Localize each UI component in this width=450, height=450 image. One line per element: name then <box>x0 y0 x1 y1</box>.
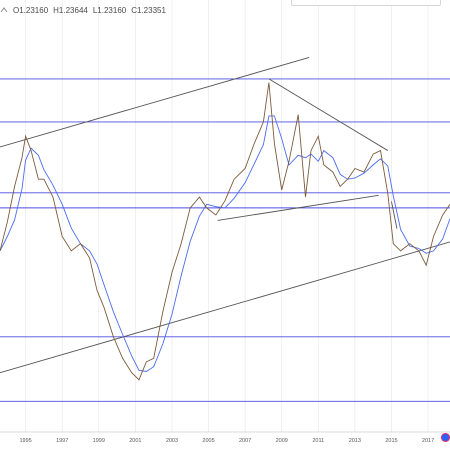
price-line <box>0 82 450 381</box>
open-value: O1.23160 <box>13 5 49 15</box>
indicator-legend-panel[interactable] <box>291 0 441 6</box>
close-value: C1.23351 <box>131 5 166 15</box>
horizontal-levels <box>0 78 450 402</box>
x-tick-label-2015: 2015 <box>385 438 397 444</box>
x-axis-labels: 1995 1997 1999 2001 2003 2005 2007 2009 2011 2013… <box>19 438 434 444</box>
x-tick-label-2003: 2003 <box>166 438 178 444</box>
x-tick-label-1997: 1997 <box>56 438 68 444</box>
low-value: L1.23160 <box>92 5 127 15</box>
x-tick-label-2009: 2009 <box>276 438 288 444</box>
trendlines <box>0 56 450 374</box>
x-tick-label-2007: 2007 <box>239 438 251 444</box>
trendline-4 <box>217 194 379 221</box>
x-tick-label-2005: 2005 <box>202 438 214 444</box>
x-tick-label-2017: 2017 <box>422 438 434 444</box>
moving-average-line <box>0 115 450 372</box>
x-tick-label-1999: 1999 <box>93 438 105 444</box>
x-tick-label-2013: 2013 <box>349 438 361 444</box>
arrow-icon[interactable] <box>0 6 8 14</box>
x-tick-label-1995: 1995 <box>19 438 31 444</box>
x-tick-label-2011: 2011 <box>312 438 324 444</box>
ohlc-readout: O1.23160 H1.23644 L1.23160 C1.23351 <box>0 3 166 17</box>
trendline-3 <box>268 78 389 151</box>
high-value: H1.23644 <box>53 5 88 15</box>
trendline-5 <box>391 201 398 229</box>
x-tick-label-2001: 2001 <box>129 438 141 444</box>
grid-lines <box>25 0 429 432</box>
alert-badge-icon[interactable] <box>441 433 450 442</box>
trendline-2 <box>0 241 450 374</box>
trendline-1 <box>0 56 310 148</box>
